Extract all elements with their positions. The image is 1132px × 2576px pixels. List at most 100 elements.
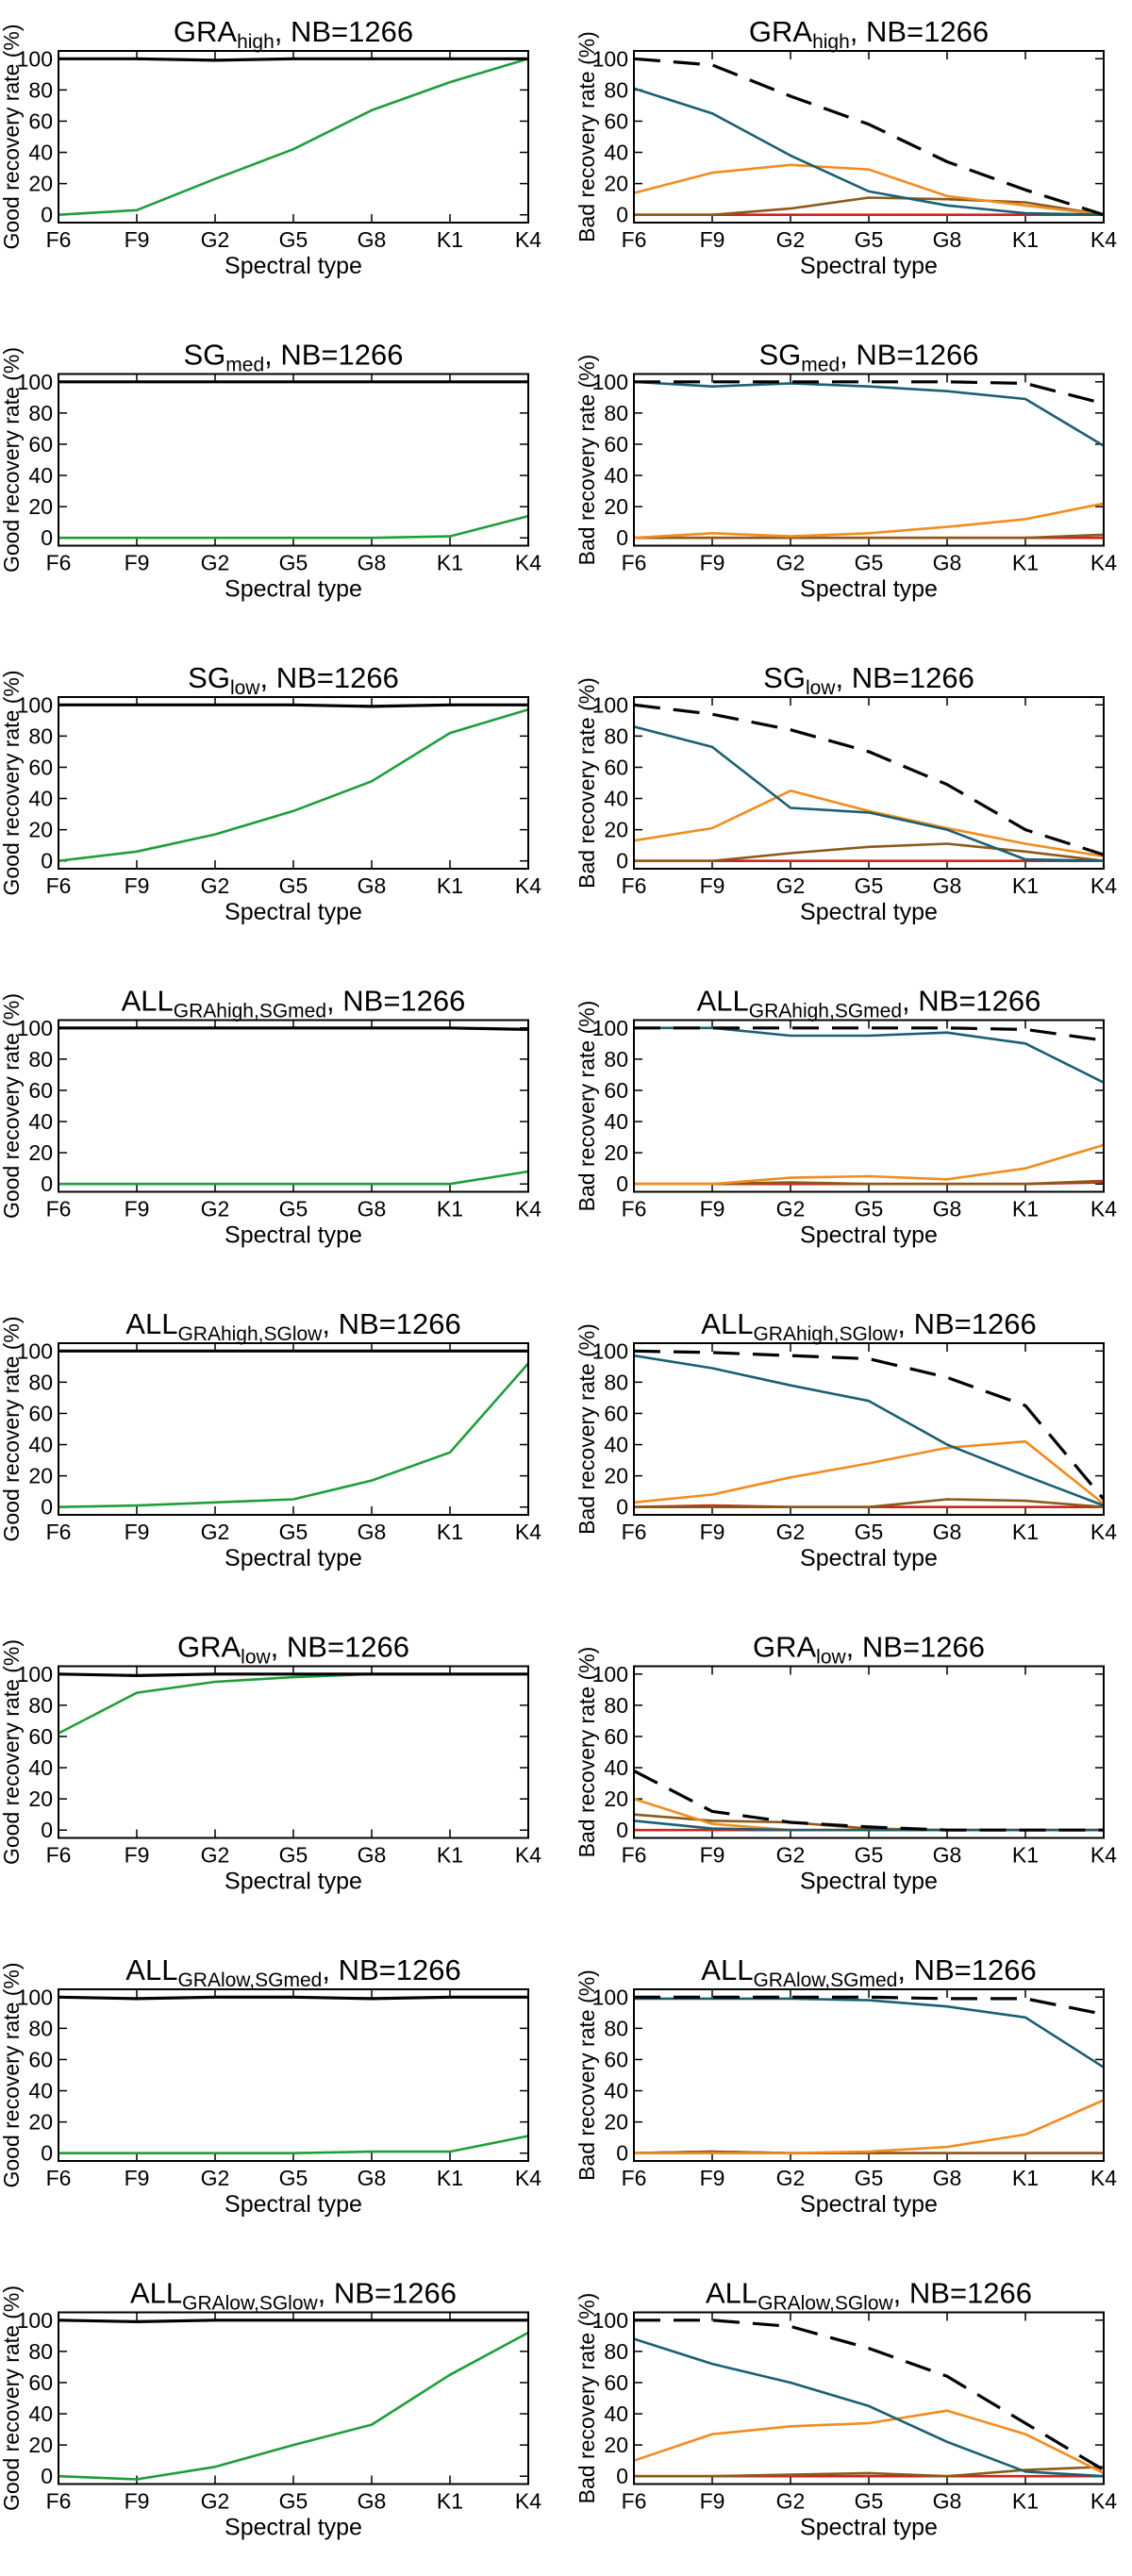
x-tick-label: K4 <box>1090 1843 1117 1868</box>
x-tick-label: K4 <box>515 873 541 898</box>
x-tick-label: K1 <box>437 2166 463 2190</box>
chart-title-main: SG <box>758 339 801 372</box>
chart-title-rest: , NB=1266 <box>846 1631 985 1664</box>
x-tick-label: G8 <box>933 2166 962 2190</box>
plot-frame <box>633 373 1105 547</box>
chart-panel: ALLGRAhigh,SGlow, NB=1266 Good recovery r… <box>0 1307 541 1571</box>
chart-title: SGmed, NB=1266 <box>758 339 978 376</box>
y-tick-label: 60 <box>604 1724 628 1749</box>
chart-panel: ALLGRAhigh,SGmed, NB=1266 Bad recovery ra… <box>574 985 1117 1249</box>
y-axis-label: Good recovery rate (%) <box>0 2285 24 2511</box>
y-tick-label: 40 <box>604 1433 628 1457</box>
x-tick-label: G8 <box>358 551 387 575</box>
y-tick-label: 40 <box>28 141 53 165</box>
x-tick-label: K1 <box>1012 2166 1039 2190</box>
y-tick-label: 100 <box>17 1338 53 1363</box>
x-tick-label: K4 <box>1090 2166 1117 2190</box>
chart-title-rest: , NB=1266 <box>322 1953 460 1986</box>
x-axis-label: Spectral type <box>800 2191 938 2218</box>
series-line-brown <box>634 2466 1105 2478</box>
x-tick-label: G8 <box>358 227 387 252</box>
y-axis-label: Good recovery rate (%) <box>0 1962 24 2187</box>
plot-frame <box>58 373 529 547</box>
chart-panel: ALLGRAlow,SGmed, NB=1266 Good recovery ra… <box>0 1953 541 2218</box>
y-tick-label: 80 <box>604 77 628 102</box>
x-tick-label: F6 <box>46 1843 72 1868</box>
y-tick-label: 80 <box>604 1693 628 1718</box>
x-axis-label: Spectral type <box>800 253 938 279</box>
x-tick-label: K1 <box>437 1843 463 1868</box>
chart-title-subscript: med <box>801 355 840 376</box>
y-tick-label: 0 <box>616 1818 628 1842</box>
chart-title-main: ALL <box>130 2277 182 2310</box>
y-axis-label: Good recovery rate (%) <box>0 670 24 895</box>
x-tick-label: G2 <box>776 551 806 575</box>
y-tick-label: 0 <box>41 203 53 227</box>
chart-title-subscript: GRAlow,SGmed <box>753 1969 897 1991</box>
chart-title: ALLGRAhigh,SGlow, NB=1266 <box>701 1307 1036 1345</box>
y-tick-label: 20 <box>28 494 53 519</box>
y-axis-label: Good recovery rate (%) <box>0 1316 24 1541</box>
plot-frame <box>58 696 529 870</box>
chart-title-rest: , NB=1266 <box>835 661 974 694</box>
y-tick-label: 100 <box>17 692 53 717</box>
x-tick-label: F9 <box>700 1843 725 1868</box>
series-line-good <box>58 1362 529 1508</box>
x-tick-label: G8 <box>358 1520 387 1544</box>
y-tick-label: 40 <box>604 463 628 488</box>
chart-title-subscript: GRAhigh,SGlow <box>753 1323 898 1345</box>
series-line-orange <box>634 1143 1105 1186</box>
x-tick-label: F6 <box>622 1197 647 1222</box>
chart-title-rest: , NB=1266 <box>275 15 413 48</box>
series-line-total-bad <box>633 57 1105 217</box>
plot-frame <box>633 1342 1105 1516</box>
y-tick-label: 40 <box>604 2079 628 2103</box>
chart-title-rest: , NB=1266 <box>902 985 1040 1018</box>
chart-panel: ALLGRAlow,SGmed, NB=1266 Bad recovery rat… <box>574 1953 1117 2218</box>
x-tick-label: F9 <box>125 1197 150 1222</box>
chart-title-rest: , NB=1266 <box>850 15 989 48</box>
chart-title-main: ALL <box>701 1953 753 1986</box>
x-tick-label: G8 <box>358 873 387 898</box>
x-tick-label: F6 <box>46 1197 72 1222</box>
chart-title-subscript: low <box>806 677 836 699</box>
x-axis-label: Spectral type <box>225 899 362 925</box>
series-line-total <box>58 57 528 62</box>
y-tick-label: 0 <box>616 203 628 227</box>
chart-panel: GRAhigh, NB=1266 Bad recovery rate (%) 0 20… <box>574 15 1117 279</box>
series-line-teal <box>634 1997 1105 2069</box>
y-tick-label: 20 <box>604 172 628 196</box>
chart-panel: SGmed, NB=1266 Bad recovery rate (%) 0 20 40… <box>574 339 1117 603</box>
x-tick-label: G5 <box>279 1197 308 1222</box>
chart-title: SGlow, NB=1266 <box>763 661 974 699</box>
y-tick-label: 20 <box>604 1464 628 1488</box>
chart-title-rest: , NB=1266 <box>840 339 978 372</box>
x-tick-label: G5 <box>855 551 884 575</box>
y-tick-label: 40 <box>28 787 53 811</box>
x-tick-label: K4 <box>515 2489 541 2514</box>
y-tick-label: 0 <box>41 2464 53 2488</box>
series-line-total <box>58 1995 528 2001</box>
chart-title-main: GRA <box>174 15 238 48</box>
y-tick-label: 0 <box>616 849 628 873</box>
chart-title-main: SG <box>763 661 806 694</box>
chart-title-subscript: low <box>241 1647 271 1669</box>
chart-title: GRAhigh, NB=1266 <box>749 15 989 53</box>
y-tick-label: 100 <box>592 1985 628 2009</box>
series-line-total-bad <box>634 1026 1105 1042</box>
y-tick-label: 100 <box>592 1662 628 1687</box>
y-tick-label: 20 <box>28 2110 53 2135</box>
chart-title: ALLGRAhigh,SGmed, NB=1266 <box>697 985 1041 1022</box>
x-tick-label: K1 <box>1012 2489 1039 2514</box>
x-tick-label: G5 <box>855 1843 884 1868</box>
series-line-orange <box>633 163 1105 216</box>
y-tick-label: 80 <box>28 1370 53 1394</box>
x-tick-label: F6 <box>46 1520 72 1544</box>
x-tick-label: G2 <box>776 2166 806 2190</box>
y-tick-label: 20 <box>28 2433 53 2457</box>
plot-frame <box>633 1019 1105 1193</box>
chart-panel: GRAlow, NB=1266 Bad recovery rate (%) 0 20 4… <box>574 1631 1117 1895</box>
x-tick-label: F9 <box>125 2166 150 2190</box>
y-axis-label: Bad recovery rate (%) <box>574 2293 599 2504</box>
series-line-total-bad <box>633 1769 1104 1832</box>
